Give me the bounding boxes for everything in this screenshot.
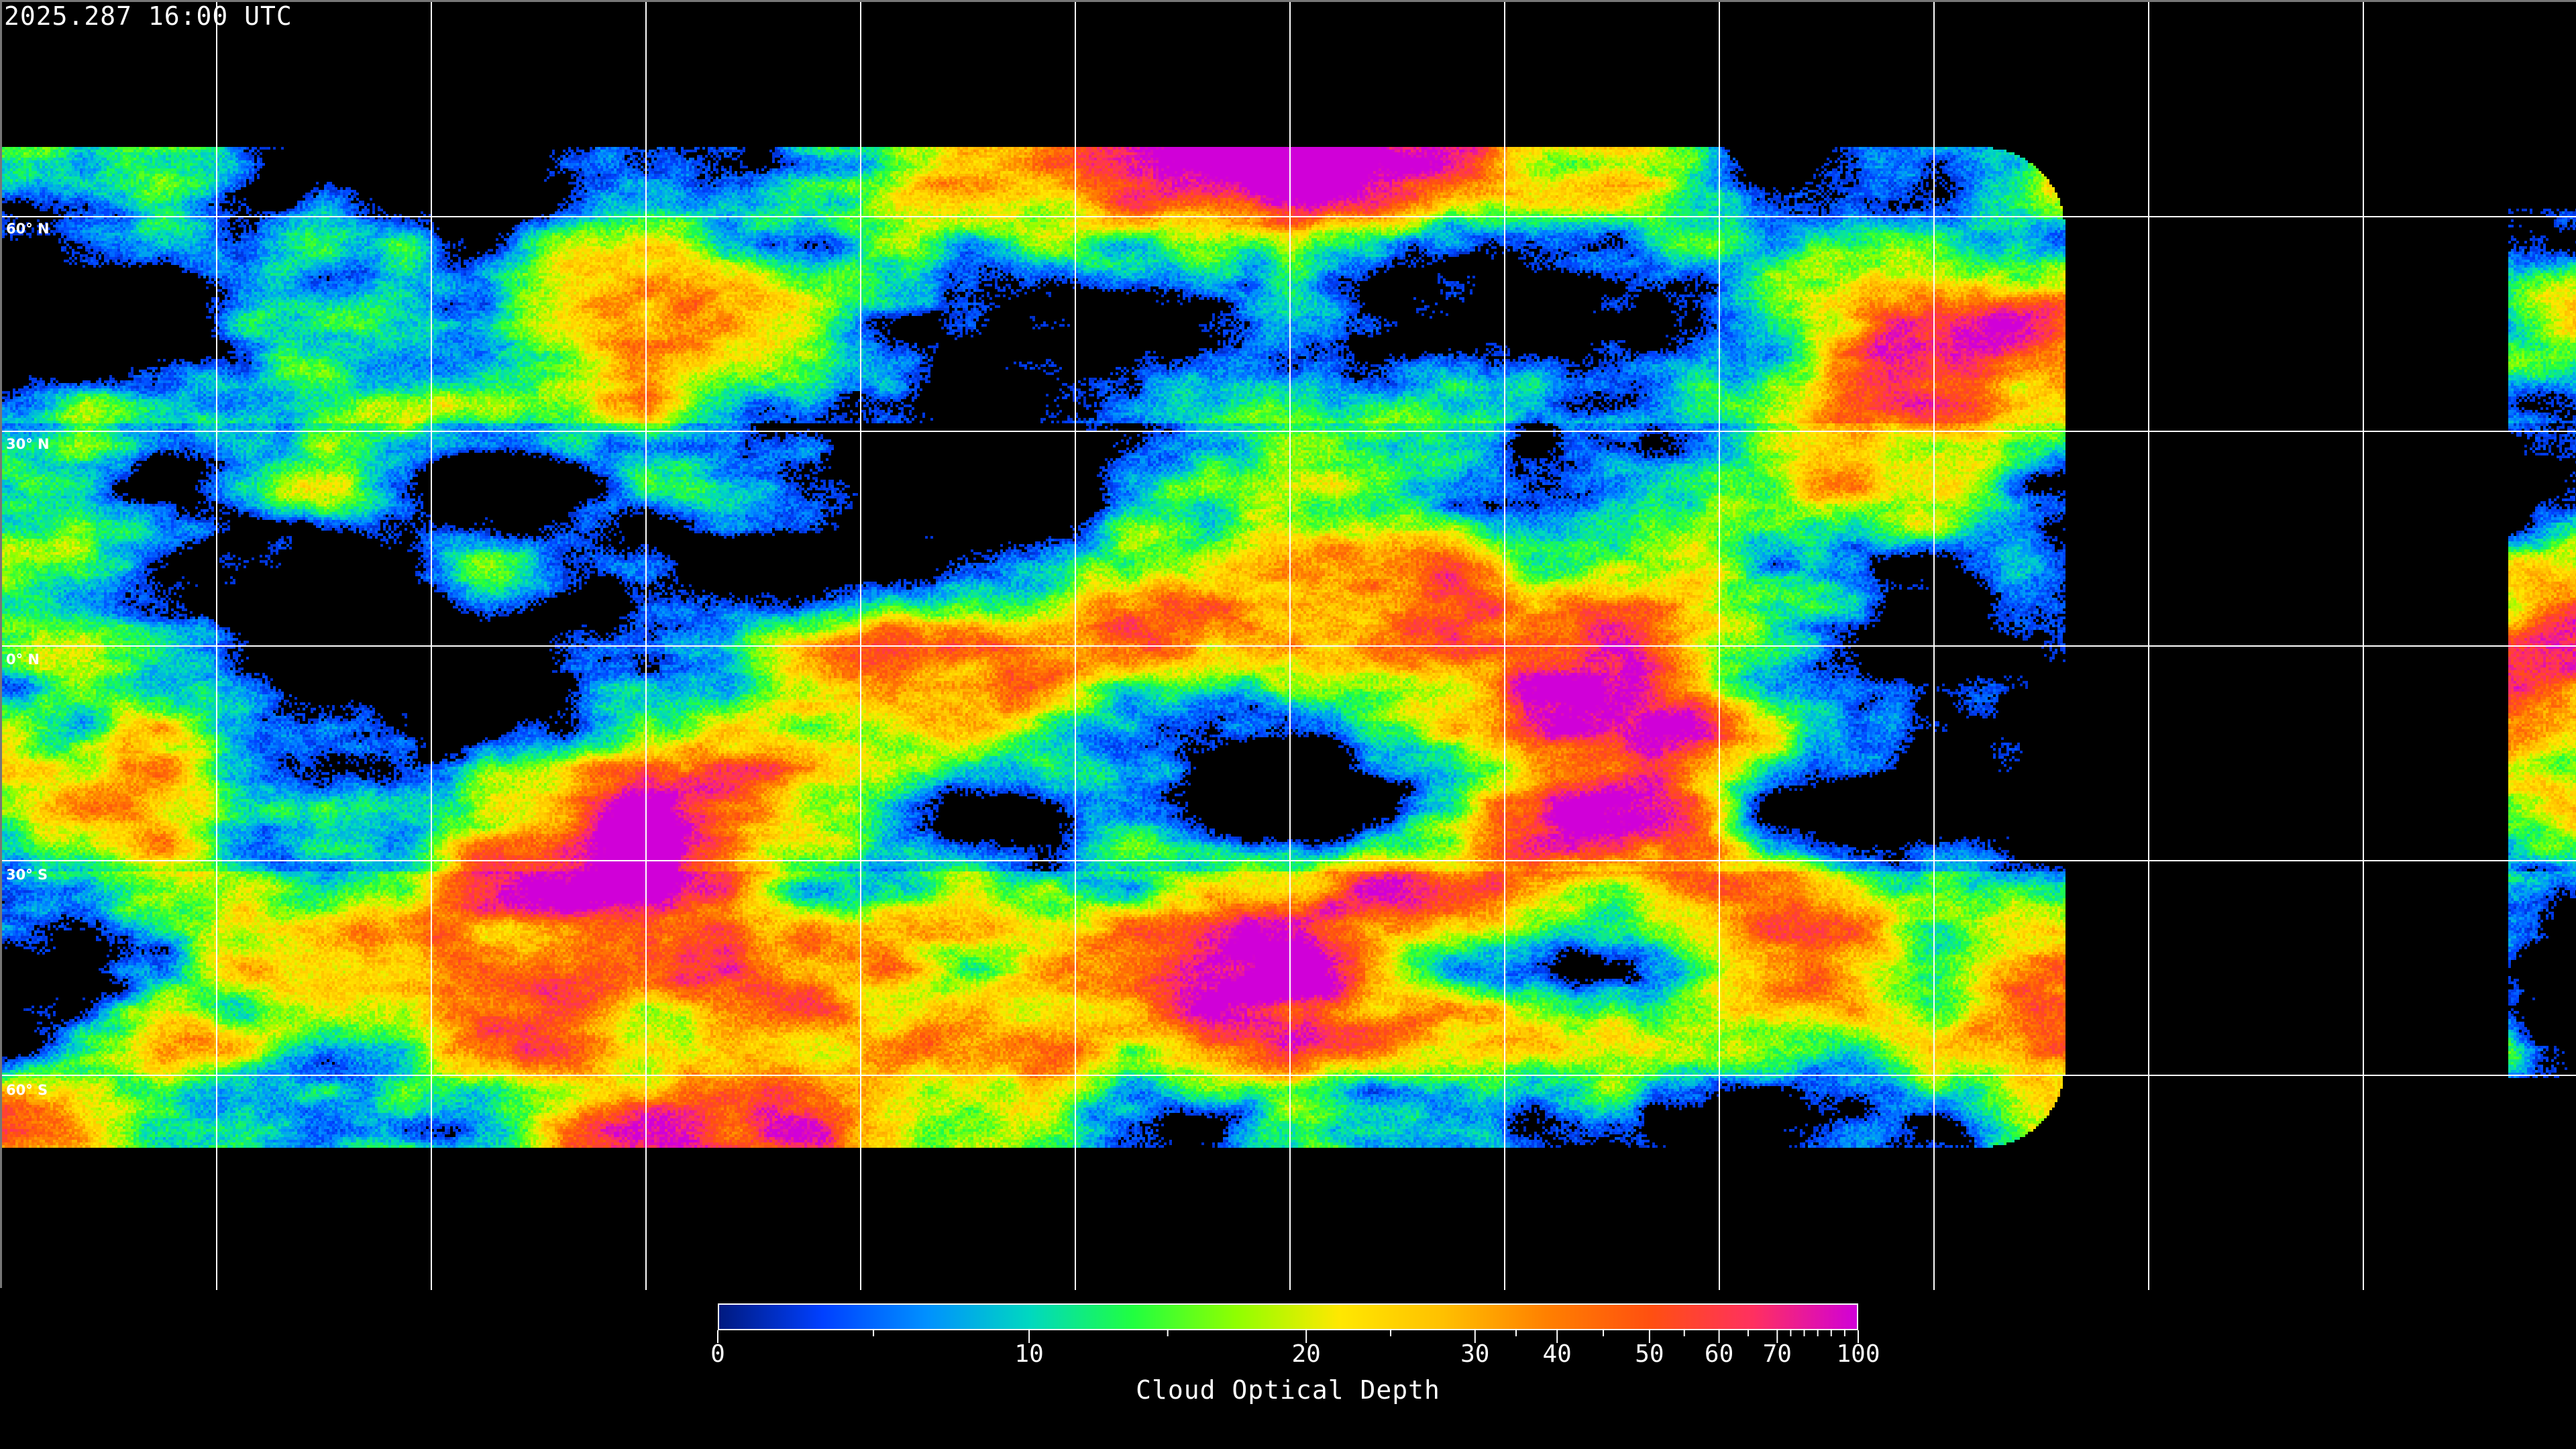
lat-lon-gridlines xyxy=(2,2,2576,1290)
colorbar-tick-label: 70 xyxy=(1762,1340,1792,1368)
colorbar-title: Cloud Optical Depth xyxy=(1136,1375,1440,1405)
colorbar xyxy=(718,1303,1858,1330)
cloud-optical-depth-map: 60° N 30° N 0° N 30° S 60° S xyxy=(0,0,2576,1290)
colorbar-tick-label: 40 xyxy=(1542,1340,1572,1368)
colorbar-tick-label: 0 xyxy=(710,1340,725,1368)
lat-label-0n: 0° N xyxy=(6,651,40,667)
colorbar-tick-label: 100 xyxy=(1836,1340,1880,1368)
lat-label-60n: 60° N xyxy=(6,221,50,237)
lat-label-60s: 60° S xyxy=(6,1082,48,1098)
colorbar-tick-label: 60 xyxy=(1704,1340,1734,1368)
timestamp: 2025.287 16:00 UTC xyxy=(4,1,292,31)
lat-label-30n: 30° N xyxy=(6,436,50,452)
colorbar-tick-label: 30 xyxy=(1460,1340,1490,1368)
colorbar-tick-label: 10 xyxy=(1014,1340,1044,1368)
colorbar-tick-label: 50 xyxy=(1635,1340,1664,1368)
lat-label-30s: 30° S xyxy=(6,867,48,883)
colorbar-tick-label: 20 xyxy=(1291,1340,1321,1368)
